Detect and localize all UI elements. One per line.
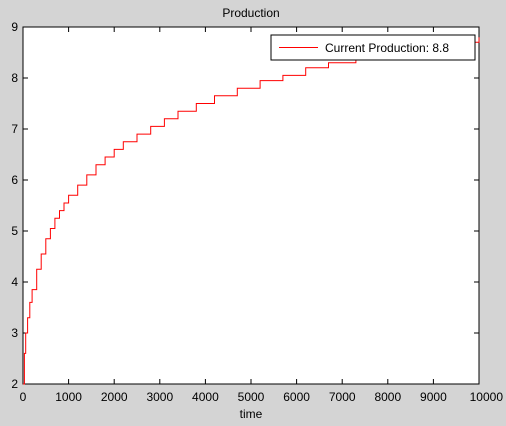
- y-tick-label: 6: [11, 173, 18, 187]
- x-tick-label: 2000: [101, 390, 128, 404]
- x-tick-label: 4000: [192, 390, 219, 404]
- legend-entry-label: Current Production: 8.8: [325, 41, 449, 55]
- x-axis-label: time: [240, 407, 263, 421]
- x-tick-label: 5000: [238, 390, 265, 404]
- x-tick-label: 0: [20, 390, 27, 404]
- series-line-current-production: [23, 37, 480, 385]
- x-tick-label: 7000: [329, 390, 356, 404]
- x-axis: 0 1000 2000 3000 4000 5000 6000 7000 8000 9000 100…: [20, 27, 504, 404]
- x-tick-label: 9000: [420, 390, 447, 404]
- x-tick-label: 3000: [146, 390, 173, 404]
- x-tick-label: 6000: [283, 390, 310, 404]
- x-tick-label: 1000: [55, 390, 82, 404]
- plot-area: [22, 26, 480, 385]
- y-tick-label: 7: [11, 122, 18, 136]
- y-tick-label: 2: [11, 377, 18, 391]
- x-tick-label: 8000: [374, 390, 401, 404]
- x-tick-label: 10000: [470, 390, 504, 404]
- y-tick-label: 8: [11, 71, 18, 85]
- y-axis: 2 3 4 5 6 7 8 9: [11, 20, 479, 391]
- y-tick-label: 5: [11, 224, 18, 238]
- chart-title: Production: [222, 6, 279, 20]
- legend: Current Production: 8.8: [270, 34, 476, 61]
- y-tick-label: 3: [11, 326, 18, 340]
- y-tick-label: 9: [11, 20, 18, 34]
- y-tick-label: 4: [11, 275, 18, 289]
